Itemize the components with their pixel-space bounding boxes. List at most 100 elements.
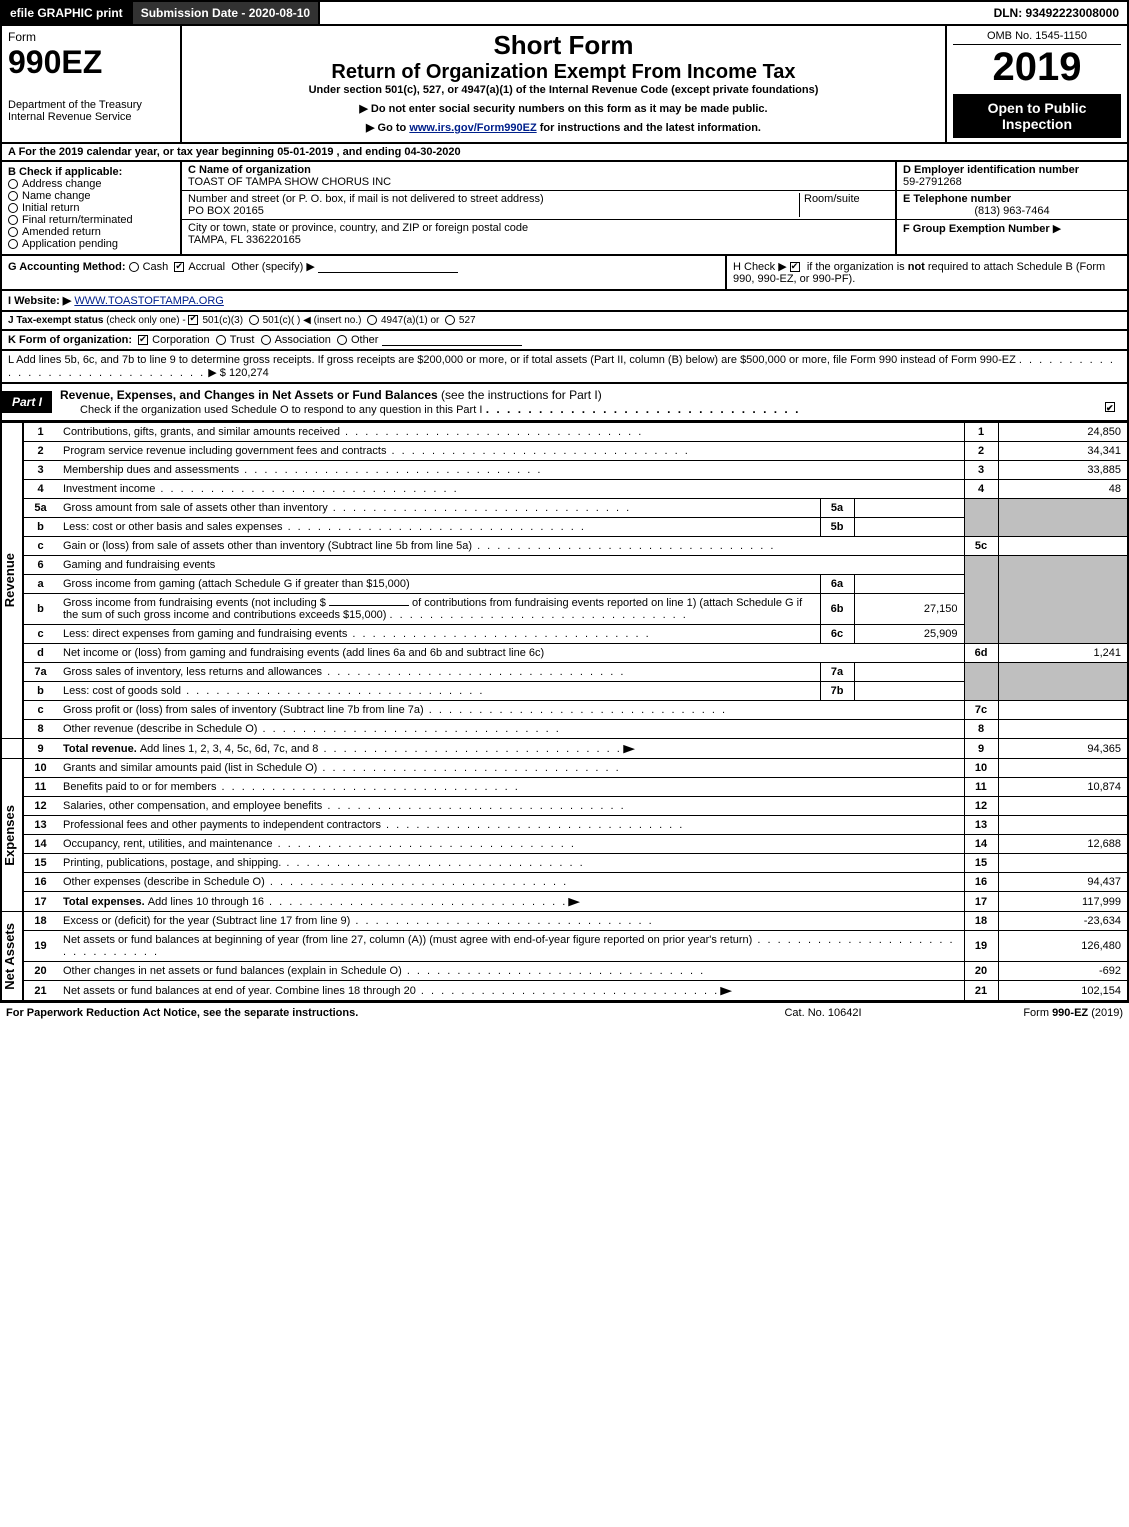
g-accrual-check[interactable] — [174, 262, 184, 272]
b-opt-final[interactable]: Final return/terminated — [8, 214, 174, 226]
b-opt-initial[interactable]: Initial return — [8, 202, 174, 214]
ln20-col: 20 — [964, 962, 998, 981]
ln2-no: 2 — [23, 442, 57, 461]
submission-date-button[interactable]: Submission Date - 2020-08-10 — [133, 2, 320, 24]
j-501c3-check[interactable] — [188, 315, 198, 325]
page-footer: For Paperwork Reduction Act Notice, see … — [0, 1002, 1129, 1023]
k-corp: Corporation — [152, 334, 209, 346]
ln7c-val — [998, 701, 1128, 720]
part1-header: Part I Revenue, Expenses, and Changes in… — [0, 384, 1129, 422]
top-bar: efile GRAPHIC print Submission Date - 20… — [0, 0, 1129, 26]
instr-goto-pre: ▶ Go to — [366, 122, 409, 134]
k-other-radio[interactable] — [337, 335, 347, 345]
ln19-col: 19 — [964, 931, 998, 962]
title-short-form: Short Form — [188, 30, 939, 61]
dept-irs: Internal Revenue Service — [8, 111, 174, 123]
irs-link[interactable]: www.irs.gov/Form990EZ — [409, 122, 536, 134]
b-opt-address[interactable]: Address change — [8, 178, 174, 190]
k-trust: Trust — [230, 334, 255, 346]
ln1-col: 1 — [964, 423, 998, 442]
under-section-text: Under section 501(c), 527, or 4947(a)(1)… — [188, 84, 939, 96]
b-opt-amended[interactable]: Amended return — [8, 226, 174, 238]
ln6-text: Gaming and fundraising events — [57, 556, 964, 575]
org-city: TAMPA, FL 336220165 — [188, 234, 889, 246]
ln15-val — [998, 854, 1128, 873]
k-other-line[interactable] — [382, 345, 522, 346]
ln11-no: 11 — [23, 778, 57, 797]
website-link[interactable]: WWW.TOASTOFTAMPA.ORG — [74, 295, 224, 307]
i-label: I Website: ▶ — [8, 295, 71, 307]
h-mid: if the organization is — [807, 261, 908, 273]
ln1-no: 1 — [23, 423, 57, 442]
row-gh: G Accounting Method: Cash Accrual Other … — [0, 256, 1129, 291]
ln21-text: Net assets or fund balances at end of ye… — [63, 985, 416, 997]
g-cash-radio[interactable] — [129, 262, 139, 272]
j-501c-radio[interactable] — [249, 315, 259, 325]
ln6b-sv: 27,150 — [854, 594, 964, 625]
ln17-text2: Add lines 10 through 16 — [148, 896, 264, 908]
ln6d-col: 6d — [964, 644, 998, 663]
k-assoc-radio[interactable] — [261, 335, 271, 345]
ln14-col: 14 — [964, 835, 998, 854]
ln5a-text: Gross amount from sale of assets other t… — [63, 502, 328, 514]
ln3-no: 3 — [23, 461, 57, 480]
k-corp-check[interactable] — [138, 335, 148, 345]
ln3-col: 3 — [964, 461, 998, 480]
ln6b-sn: 6b — [820, 594, 854, 625]
ln1-val: 24,850 — [998, 423, 1128, 442]
part1-title: Revenue, Expenses, and Changes in Net As… — [52, 384, 1127, 420]
ln4-val: 48 — [998, 480, 1128, 499]
c-addr-label: Number and street (or P. O. box, if mail… — [188, 193, 544, 205]
b-opt-pending[interactable]: Application pending — [8, 238, 174, 250]
ln6c-sn: 6c — [820, 625, 854, 644]
ln9-no: 9 — [23, 739, 57, 759]
side-expenses: Expenses — [2, 805, 17, 866]
row-i: I Website: ▶ WWW.TOASTOFTAMPA.ORG — [0, 291, 1129, 312]
h-not: not — [908, 261, 925, 273]
j-527: 527 — [459, 315, 476, 326]
identity-box: B Check if applicable: Address change Na… — [0, 162, 1129, 256]
room-suite-label: Room/suite — [799, 193, 889, 217]
ln7c-no: c — [23, 701, 57, 720]
ln15-col: 15 — [964, 854, 998, 873]
j-label: J Tax-exempt status — [8, 315, 103, 326]
ln9-val: 94,365 — [998, 739, 1128, 759]
ln18-text: Excess or (deficit) for the year (Subtra… — [63, 915, 350, 927]
ln20-val: -692 — [998, 962, 1128, 981]
header-center: Short Form Return of Organization Exempt… — [182, 26, 947, 142]
ln7c-col: 7c — [964, 701, 998, 720]
ln17-no: 17 — [23, 892, 57, 912]
ln7b-no: b — [23, 682, 57, 701]
open-public-inspection: Open to Public Inspection — [953, 94, 1121, 138]
ln6a-text: Gross income from gaming (attach Schedul… — [63, 578, 410, 590]
ln6d-text: Net income or (loss) from gaming and fun… — [63, 647, 544, 659]
ln5c-text: Gain or (loss) from sale of assets other… — [63, 540, 472, 552]
ln12-no: 12 — [23, 797, 57, 816]
ln7a-sn: 7a — [820, 663, 854, 682]
ln11-col: 11 — [964, 778, 998, 797]
efile-print-button[interactable]: efile GRAPHIC print — [2, 2, 133, 24]
ln7a-sv — [854, 663, 964, 682]
ln5a-sn: 5a — [820, 499, 854, 518]
instr-no-ssn: ▶ Do not enter social security numbers o… — [188, 102, 939, 115]
ln11-text: Benefits paid to or for members — [63, 781, 216, 793]
part1-schedule-o-check[interactable] — [1105, 402, 1115, 412]
ln4-no: 4 — [23, 480, 57, 499]
ln6a-no: a — [23, 575, 57, 594]
ln4-col: 4 — [964, 480, 998, 499]
ln6d-no: d — [23, 644, 57, 663]
g-cash-text: Cash — [143, 261, 169, 273]
j-4947-radio[interactable] — [367, 315, 377, 325]
b-opt-name[interactable]: Name change — [8, 190, 174, 202]
g-other-line[interactable] — [318, 272, 458, 273]
ln9-col: 9 — [964, 739, 998, 759]
ln1-text: Contributions, gifts, grants, and simila… — [63, 426, 340, 438]
footer-center: Cat. No. 10642I — [723, 1007, 923, 1019]
h-checkbox[interactable] — [790, 262, 800, 272]
footer-left: For Paperwork Reduction Act Notice, see … — [6, 1007, 723, 1019]
ln5a-sv — [854, 499, 964, 518]
ln6b-blank[interactable] — [329, 605, 409, 606]
ln7c-text: Gross profit or (loss) from sales of inv… — [63, 704, 424, 716]
j-527-radio[interactable] — [445, 315, 455, 325]
k-trust-radio[interactable] — [216, 335, 226, 345]
